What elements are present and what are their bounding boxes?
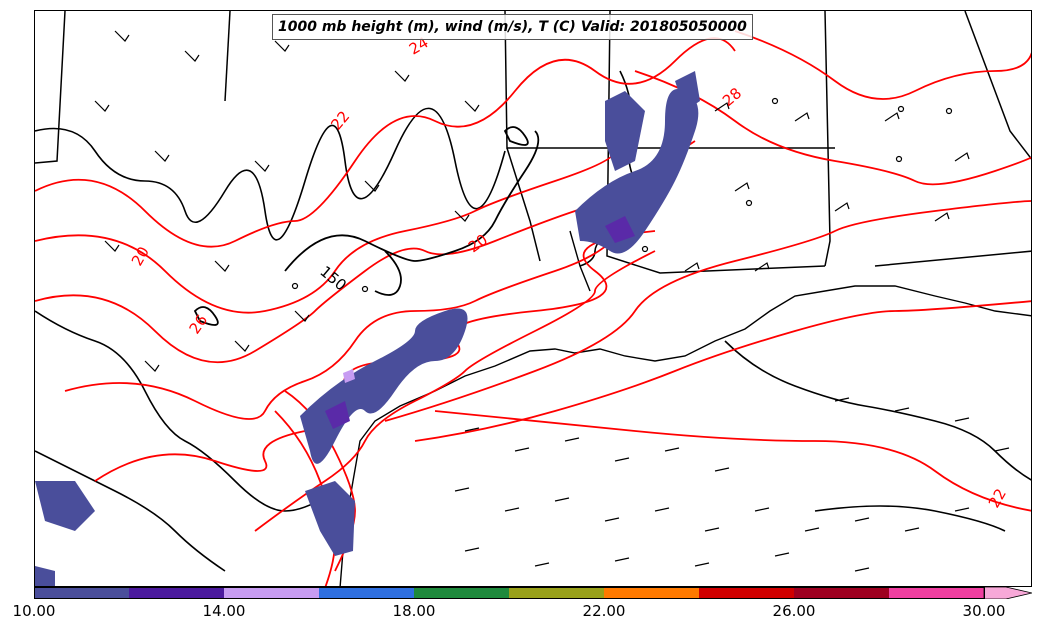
contour-label: 22 (327, 107, 353, 133)
precip-shading (35, 71, 700, 586)
colorbar-swatch (889, 587, 984, 599)
colorbar-swatch (604, 587, 699, 599)
colorbar-tick-label: 10.00 (12, 602, 56, 620)
map-canvas: 24 28 22 20 20 26 22 150 (35, 11, 1031, 586)
contour-labels: 24 28 22 20 20 26 22 150 (128, 33, 1010, 511)
state-borders (35, 11, 1031, 274)
height-contours (193, 126, 540, 326)
rivers (35, 70, 1031, 572)
temperature-contours (35, 30, 1031, 586)
contour-label: 150 (316, 262, 350, 294)
colorbar-tick-label: 26.00 (772, 602, 816, 620)
colorbar-tick-label: 14.00 (202, 602, 246, 620)
map-panel: 24 28 22 20 20 26 22 150 (34, 10, 1032, 587)
plot-title: 1000 mb height (m), wind (m/s), T (C) Va… (272, 14, 753, 40)
colorbar (34, 587, 1032, 599)
contour-label: 20 (465, 231, 491, 257)
contour-label: 22 (985, 485, 1010, 511)
wind-barbs (94, 30, 1010, 572)
colorbar-swatch (794, 587, 889, 599)
colorbar-swatch (699, 587, 794, 599)
colorbar-tick-label: 22.00 (582, 602, 626, 620)
calm-markers (291, 97, 953, 293)
colorbar-swatch (319, 587, 414, 599)
colorbar-swatch (414, 587, 509, 599)
contour-label: 26 (186, 311, 212, 337)
colorbar-tick-label: 30.00 (962, 602, 1006, 620)
coastline (339, 230, 1031, 586)
colorbar-tick-label: 18.00 (392, 602, 436, 620)
colorbar-swatch (983, 587, 1032, 599)
colorbar-swatch (509, 587, 604, 599)
colorbar-swatch (129, 587, 224, 599)
colorbar-border (34, 587, 985, 599)
colorbar-swatch (224, 587, 319, 599)
colorbar-swatch (34, 587, 129, 599)
